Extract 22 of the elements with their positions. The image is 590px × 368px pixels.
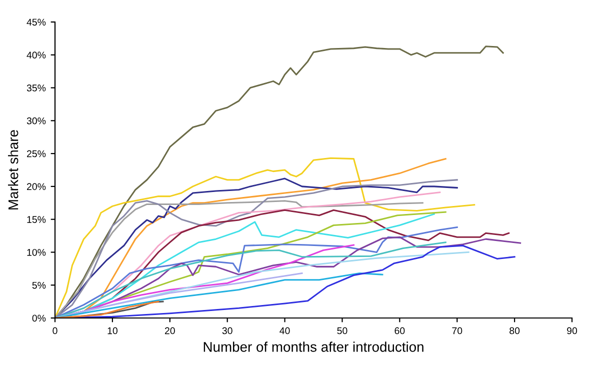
x-tick-label: 80 <box>510 327 520 334</box>
x-tick-label: 50 <box>337 327 348 334</box>
x-tick-label: 60 <box>394 327 405 334</box>
y-tick-label: 5% <box>32 282 46 289</box>
y-tick-label: 35% <box>26 84 46 92</box>
x-tick-label: 40 <box>280 327 290 334</box>
x-tick-label: 20 <box>164 327 175 334</box>
y-tick-label: 40% <box>26 52 46 59</box>
x-tick-label: 70 <box>452 327 462 334</box>
x-tick-label: 0 <box>52 327 58 334</box>
x-tick-label: 10 <box>108 327 118 334</box>
y-tick-label: 25% <box>27 150 46 158</box>
y-tick-label: 15% <box>27 216 46 223</box>
x-axis-title: Number of months after introduction <box>204 342 424 352</box>
y-tick-label: 20% <box>27 183 46 190</box>
x-tick-label: 30 <box>222 327 232 334</box>
y-tick-label: 10% <box>27 248 46 256</box>
x-tick-label: 90 <box>567 327 578 334</box>
y-tick-label: 30% <box>26 117 46 124</box>
y-tick-label: 45% <box>26 18 46 26</box>
y-axis-title: Market share <box>8 130 18 210</box>
y-tick-label: 0% <box>32 314 46 322</box>
